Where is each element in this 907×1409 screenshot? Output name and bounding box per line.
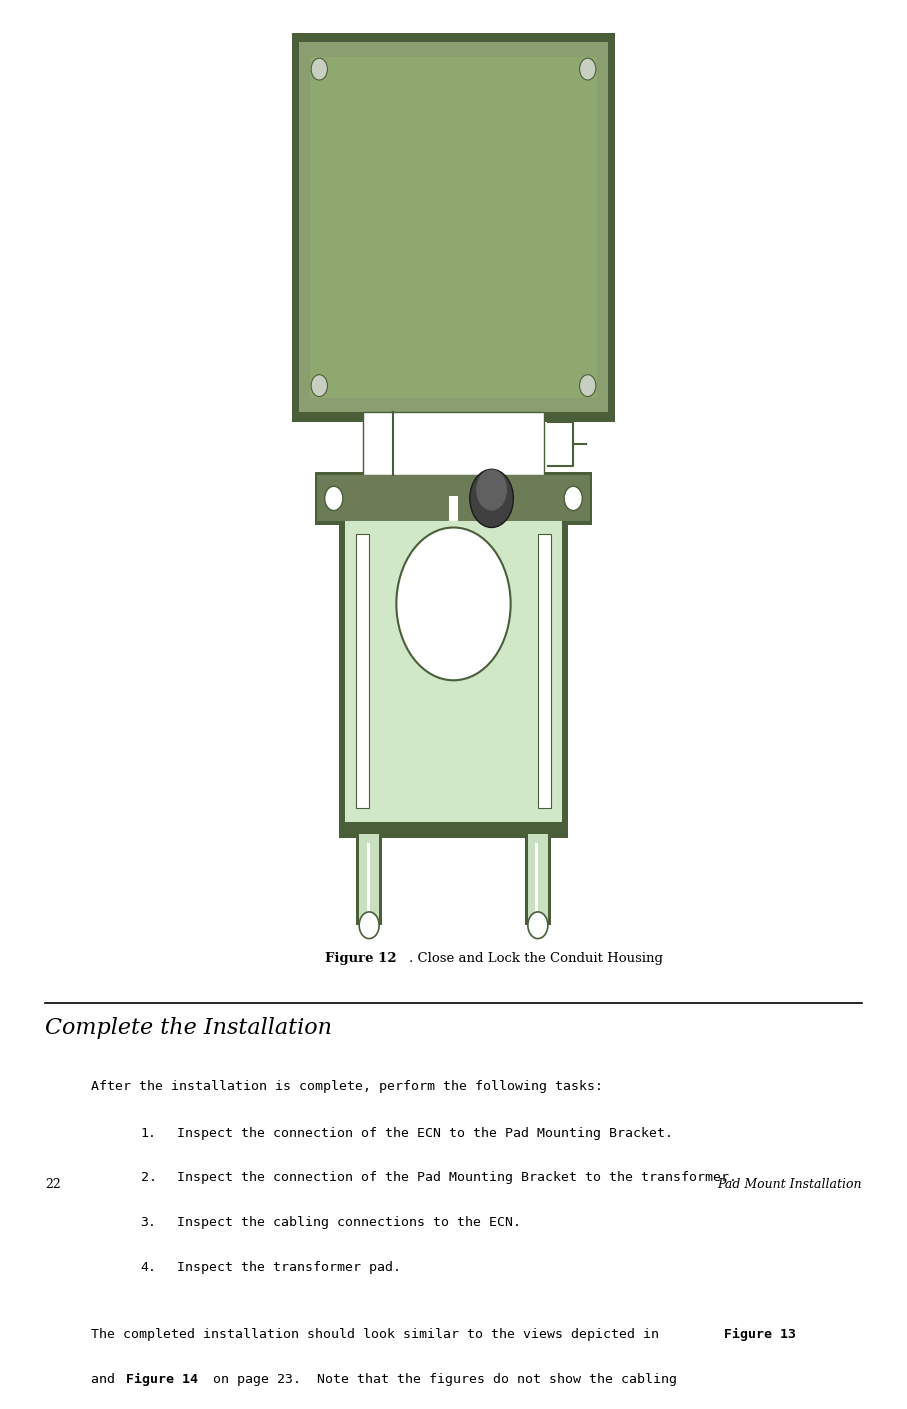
Text: Complete the Installation: Complete the Installation (45, 1017, 332, 1040)
Text: The completed installation should look similar to the views depicted in: The completed installation should look s… (91, 1327, 667, 1341)
Text: Figure 13: Figure 13 (724, 1327, 796, 1341)
Bar (339, 823, 568, 838)
Bar (356, 534, 369, 807)
Bar (449, 496, 458, 521)
Bar (356, 838, 382, 926)
Bar (525, 838, 551, 926)
Circle shape (325, 486, 343, 510)
Bar (538, 534, 551, 807)
Circle shape (580, 375, 596, 396)
Circle shape (396, 527, 511, 681)
Text: Figure 12: Figure 12 (325, 952, 396, 965)
Text: 3.: 3. (141, 1216, 157, 1229)
Circle shape (311, 58, 327, 80)
Bar (310, 56, 597, 397)
Bar (366, 843, 369, 919)
Bar (345, 521, 562, 823)
Bar (359, 834, 379, 921)
Circle shape (580, 58, 596, 80)
Text: Pad Mount Installation: Pad Mount Installation (717, 1178, 862, 1191)
Text: Inspect the cabling connections to the ECN.: Inspect the cabling connections to the E… (177, 1216, 521, 1229)
Circle shape (359, 912, 379, 938)
Circle shape (476, 469, 507, 510)
Text: Inspect the connection of the ECN to the Pad Mounting Bracket.: Inspect the connection of the ECN to the… (177, 1127, 673, 1140)
Text: on page 23.  Note that the figures do not show the cabling: on page 23. Note that the figures do not… (205, 1372, 677, 1385)
Text: . Close and Lock the Conduit Housing: . Close and Lock the Conduit Housing (409, 952, 663, 965)
Text: Inspect the connection of the Pad Mounting Bracket to the transformer.: Inspect the connection of the Pad Mounti… (177, 1171, 736, 1185)
Text: 2.: 2. (141, 1171, 157, 1185)
Text: 4.: 4. (141, 1261, 157, 1274)
Bar (535, 843, 538, 919)
Bar (528, 834, 548, 921)
Circle shape (564, 486, 582, 510)
Bar (292, 32, 615, 423)
Bar (315, 472, 592, 526)
Circle shape (470, 469, 513, 527)
Circle shape (528, 912, 548, 938)
Text: 1.: 1. (141, 1127, 157, 1140)
Text: After the installation is complete, perform the following tasks:: After the installation is complete, perf… (91, 1081, 602, 1093)
Bar (339, 521, 568, 830)
Bar (317, 475, 590, 521)
Text: Figure 14: Figure 14 (126, 1372, 198, 1386)
Text: 22: 22 (45, 1178, 61, 1191)
Circle shape (311, 375, 327, 396)
Text: and: and (91, 1372, 122, 1385)
Text: Inspect the transformer pad.: Inspect the transformer pad. (177, 1261, 401, 1274)
Bar (299, 42, 608, 413)
Bar (363, 413, 544, 475)
